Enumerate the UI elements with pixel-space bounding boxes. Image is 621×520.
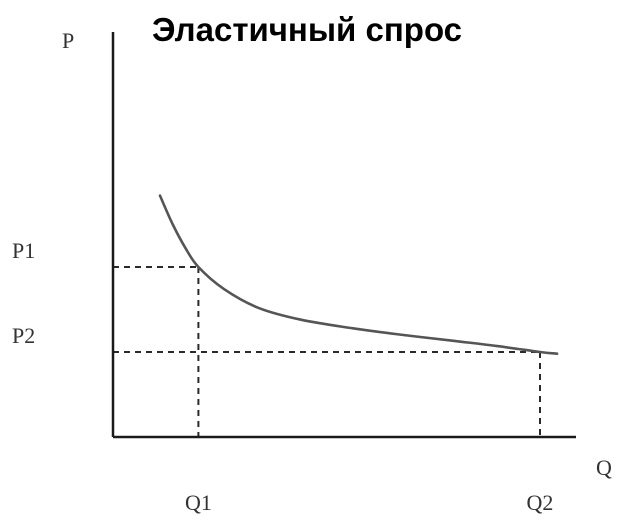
x-tick-q2: Q2 bbox=[527, 490, 554, 515]
y-tick-p1: P1 bbox=[12, 238, 35, 263]
tick-labels: P1 P2 Q1 Q2 bbox=[12, 238, 553, 515]
x-tick-q1: Q1 bbox=[185, 490, 212, 515]
demand-curve bbox=[158, 194, 559, 355]
y-tick-p2: P2 bbox=[12, 323, 35, 348]
guide-lines bbox=[113, 266, 541, 437]
x-axis-label: Q bbox=[596, 455, 612, 480]
y-axis-label: P bbox=[62, 28, 74, 53]
chart-title: Эластичный спрос bbox=[152, 11, 462, 48]
